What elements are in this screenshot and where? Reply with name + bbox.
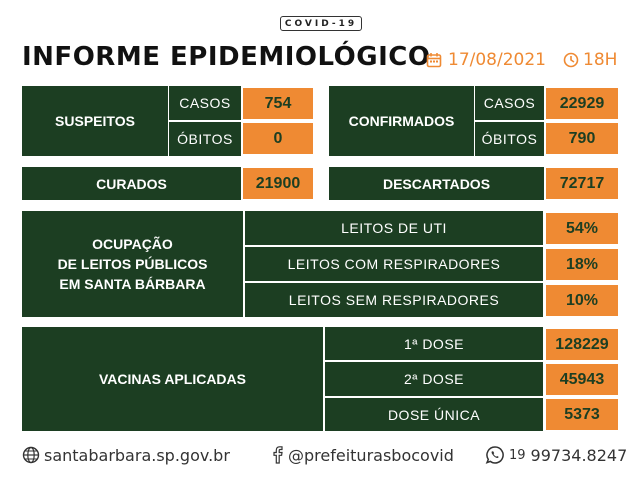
- vacinas-label: VACINAS APLICADAS: [22, 327, 323, 431]
- footer-facebook[interactable]: @prefeiturasbocovid: [272, 443, 454, 467]
- suspeitos-label: SUSPEITOS: [22, 86, 168, 156]
- facebook-icon: [273, 446, 283, 464]
- dose2-value: 45943: [546, 364, 618, 395]
- confirmados-casos-label: CASOS: [475, 86, 544, 120]
- website-text: santabarbara.sp.gov.br: [44, 445, 230, 465]
- globe-icon: [22, 446, 40, 464]
- ocupacao-label: OCUPAÇÃO DE LEITOS PÚBLICOS EM SANTA BÁR…: [22, 211, 243, 317]
- leitos-uti-label: LEITOS DE UTI: [245, 211, 543, 245]
- facebook-text: @prefeiturasbocovid: [288, 445, 454, 465]
- dose1-label: 1ª DOSE: [325, 327, 543, 360]
- leitos-uti-value: 54%: [546, 213, 618, 244]
- confirmados-casos-value: 22929: [546, 88, 618, 119]
- confirmados-label: CONFIRMADOS: [329, 86, 474, 156]
- hour-text: 18H: [583, 50, 618, 70]
- descartados-value: 72717: [546, 168, 618, 199]
- suspeitos-casos-label: CASOS: [169, 86, 241, 120]
- ocupacao-label-line-3: EM SANTA BÁRBARA: [59, 276, 206, 292]
- whatsapp-number: 99734.8247: [530, 445, 628, 465]
- suspeitos-casos-value: 754: [243, 88, 313, 119]
- footer-whatsapp[interactable]: 19 99734.8247: [485, 443, 627, 467]
- leitos-sem-resp-value: 10%: [546, 285, 618, 316]
- confirmados-obitos-value: 790: [546, 123, 618, 154]
- curados-value: 21900: [243, 168, 313, 199]
- descartados-label: DESCARTADOS: [329, 167, 544, 200]
- dose-unica-label: DOSE ÚNICA: [325, 398, 543, 431]
- dose-unica-value: 5373: [546, 399, 618, 430]
- confirmados-obitos-label: ÓBITOS: [475, 122, 544, 156]
- page-title: INFORME EPIDEMIOLÓGICO: [22, 42, 431, 72]
- ocupacao-label-line-2: DE LEITOS PÚBLICOS: [57, 256, 208, 272]
- date-text: 17/08/2021: [448, 50, 546, 70]
- report-hour: 18H: [563, 50, 617, 70]
- calendar-icon: [426, 53, 442, 68]
- clock-icon: [563, 52, 579, 68]
- curados-label: CURADOS: [22, 167, 241, 200]
- dose1-value: 128229: [546, 329, 618, 360]
- suspeitos-obitos-label: ÓBITOS: [169, 122, 241, 156]
- covid-badge: COVID-19: [280, 16, 362, 31]
- whatsapp-icon: [485, 446, 504, 464]
- whatsapp-prefix: 19: [509, 447, 526, 463]
- ocupacao-label-line-1: OCUPAÇÃO: [92, 236, 173, 252]
- dose2-label: 2ª DOSE: [325, 362, 543, 396]
- leitos-com-resp-label: LEITOS COM RESPIRADORES: [245, 247, 543, 281]
- leitos-com-resp-value: 18%: [546, 249, 618, 280]
- footer-website[interactable]: santabarbara.sp.gov.br: [22, 443, 230, 467]
- leitos-sem-resp-label: LEITOS SEM RESPIRADORES: [245, 283, 543, 317]
- suspeitos-obitos-value: 0: [243, 123, 313, 154]
- report-date: 17/08/2021: [426, 50, 546, 70]
